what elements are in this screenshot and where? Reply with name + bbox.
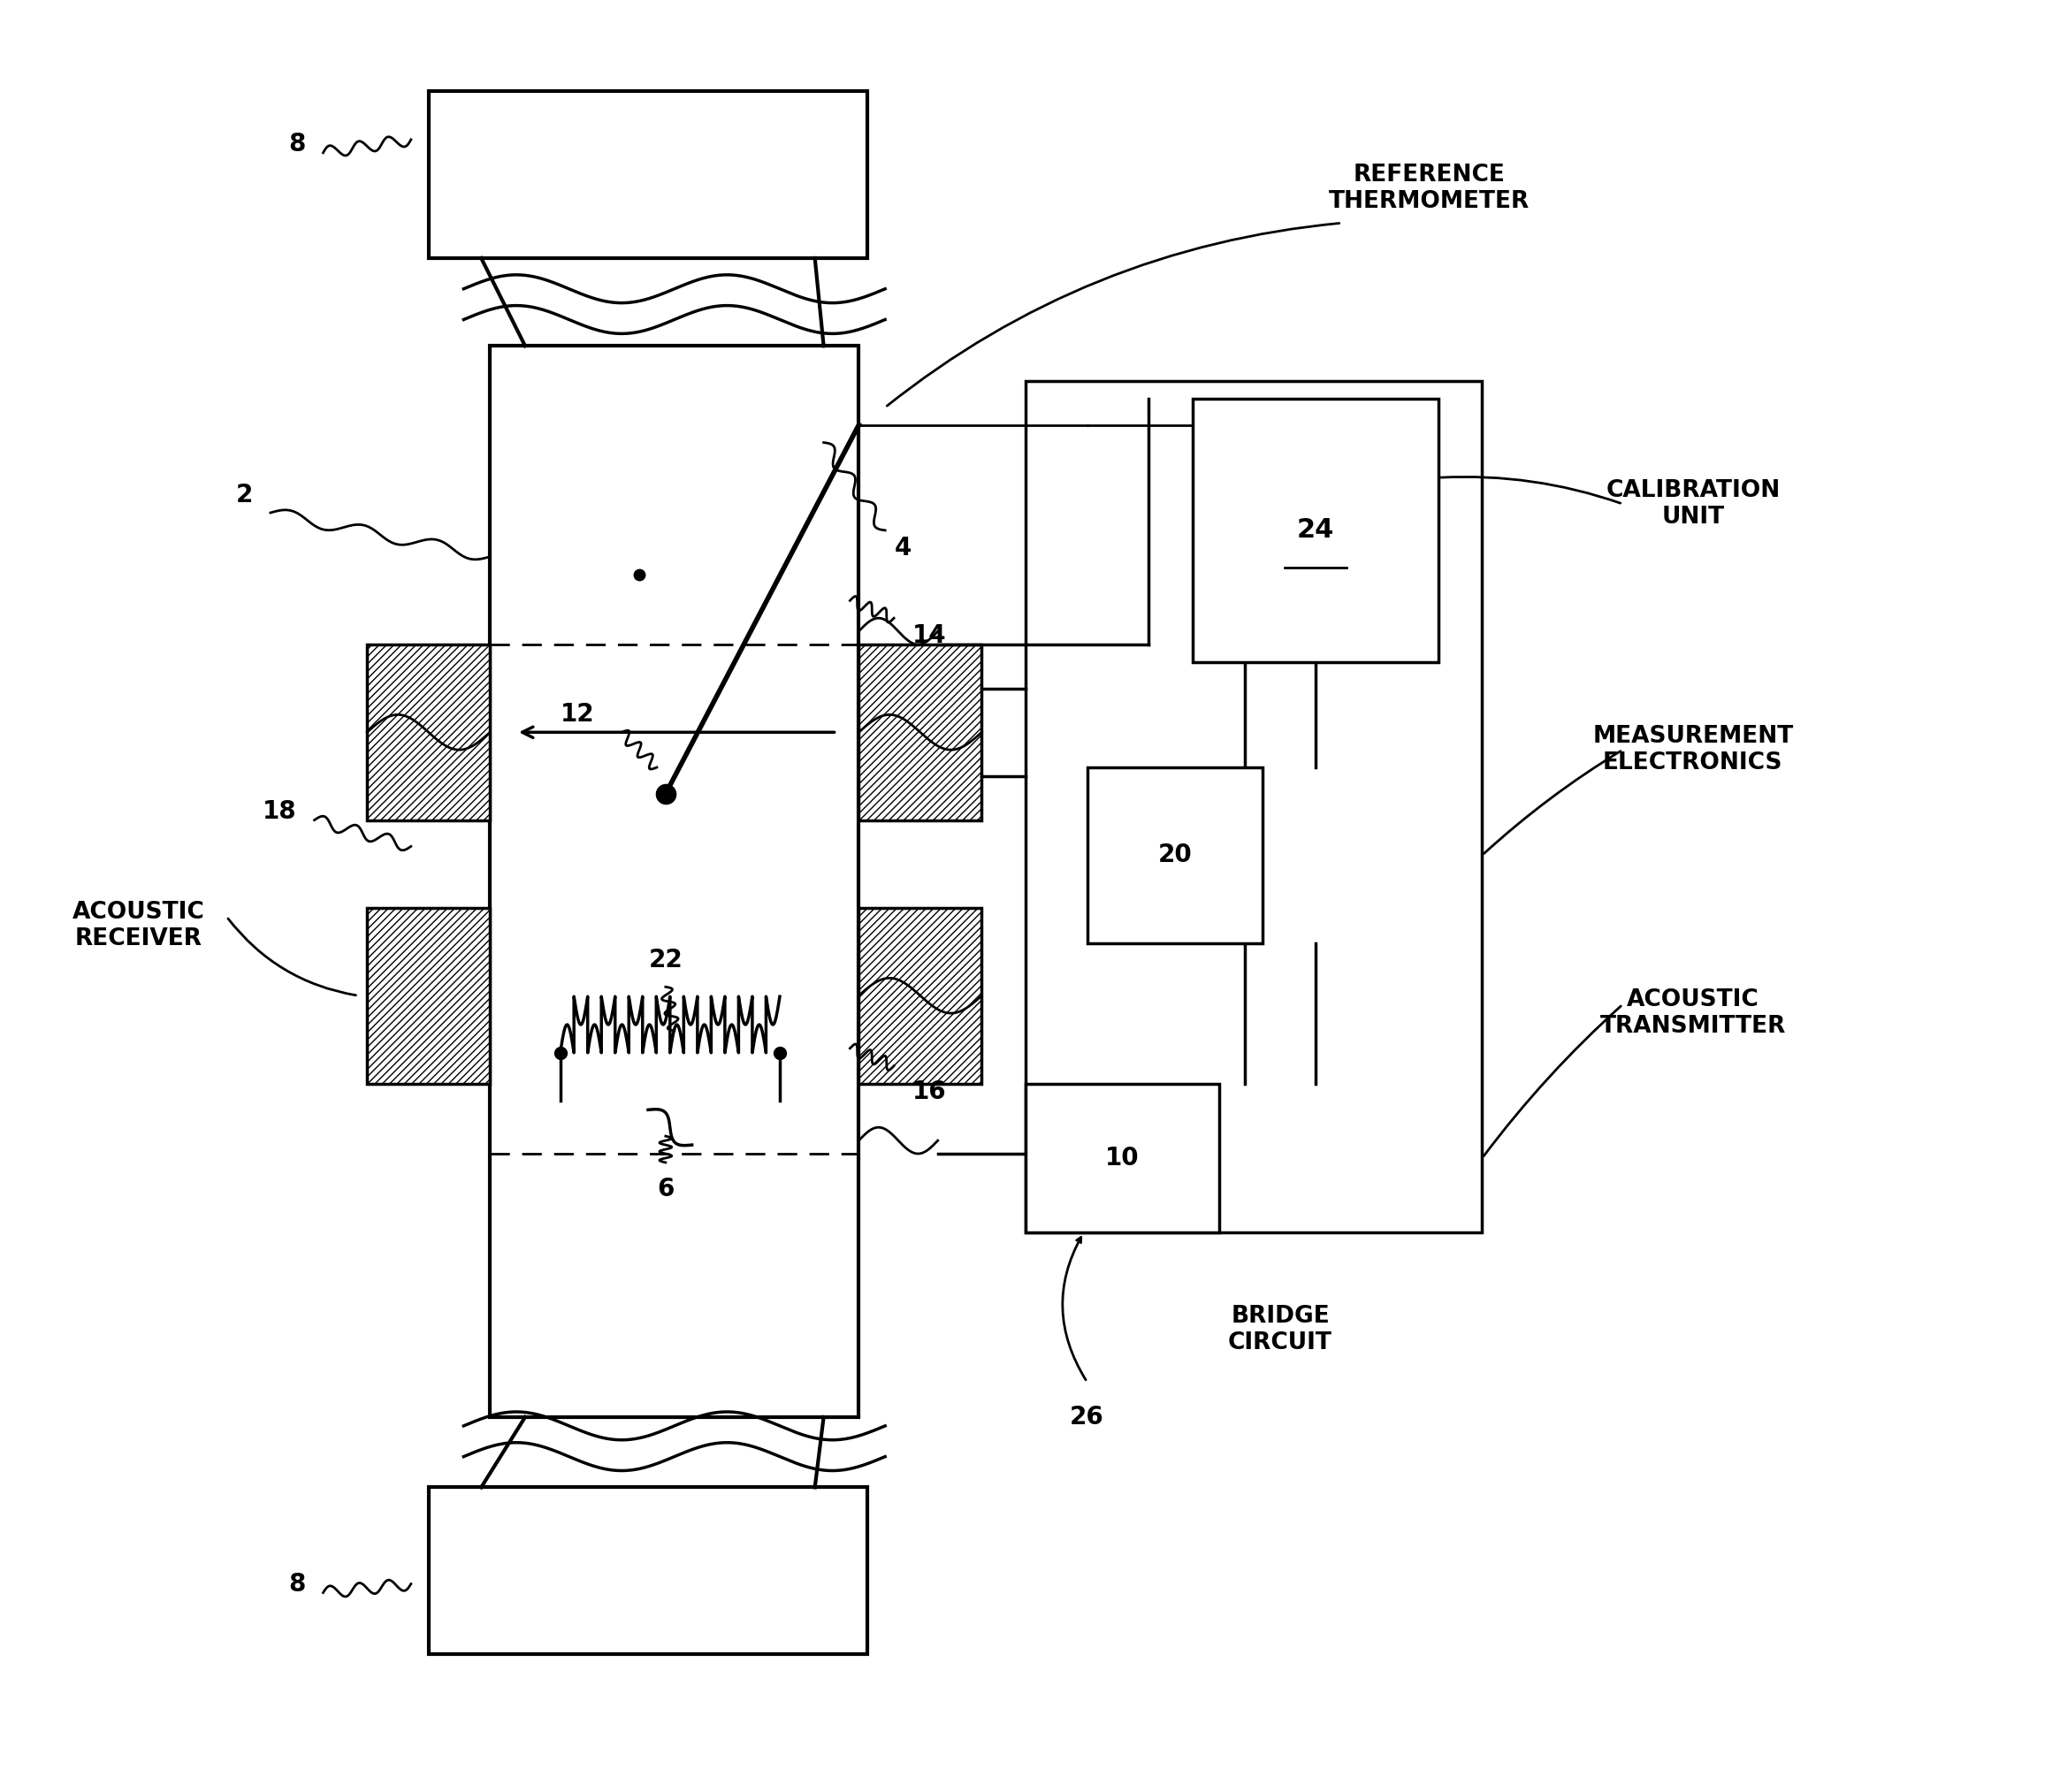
Text: 26: 26 <box>1069 1405 1104 1430</box>
Text: MEASUREMENT
ELECTRONICS: MEASUREMENT ELECTRONICS <box>1592 726 1794 774</box>
Bar <box>367 909 490 1084</box>
Text: 8: 8 <box>288 131 305 156</box>
Bar <box>859 645 983 821</box>
Text: 10: 10 <box>1104 1145 1139 1170</box>
Text: ACOUSTIC
RECEIVER: ACOUSTIC RECEIVER <box>72 901 204 950</box>
Text: 18: 18 <box>262 799 297 824</box>
Bar <box>367 909 490 1084</box>
Text: 4: 4 <box>894 536 911 561</box>
Text: 12: 12 <box>560 702 595 728</box>
Bar <box>859 909 983 1084</box>
Text: 14: 14 <box>913 624 946 649</box>
Bar <box>490 346 859 1417</box>
Text: 20: 20 <box>1158 842 1193 867</box>
Bar <box>859 909 983 1084</box>
Text: REFERENCE
THERMOMETER: REFERENCE THERMOMETER <box>1329 163 1531 213</box>
Text: CALIBRATION
UNIT: CALIBRATION UNIT <box>1605 478 1780 529</box>
Text: 16: 16 <box>913 1081 946 1104</box>
Bar <box>859 909 983 1084</box>
Bar <box>859 645 983 821</box>
Bar <box>367 645 490 821</box>
Text: ACOUSTIC
TRANSMITTER: ACOUSTIC TRANSMITTER <box>1601 989 1786 1038</box>
Bar <box>1193 398 1438 661</box>
Bar <box>859 645 983 821</box>
Bar <box>1088 767 1263 943</box>
Bar <box>1026 382 1483 1233</box>
Text: 6: 6 <box>657 1176 674 1201</box>
Text: 22: 22 <box>649 948 682 973</box>
Text: 8: 8 <box>288 1572 305 1597</box>
Bar <box>367 645 490 821</box>
Text: 2: 2 <box>235 482 253 507</box>
Bar <box>1026 1084 1220 1233</box>
Bar <box>367 645 490 821</box>
Bar <box>428 91 867 258</box>
Bar <box>428 1487 867 1654</box>
Bar <box>367 909 490 1084</box>
Text: 24: 24 <box>1296 518 1335 543</box>
Text: BRIDGE
CIRCUIT: BRIDGE CIRCUIT <box>1228 1305 1333 1355</box>
